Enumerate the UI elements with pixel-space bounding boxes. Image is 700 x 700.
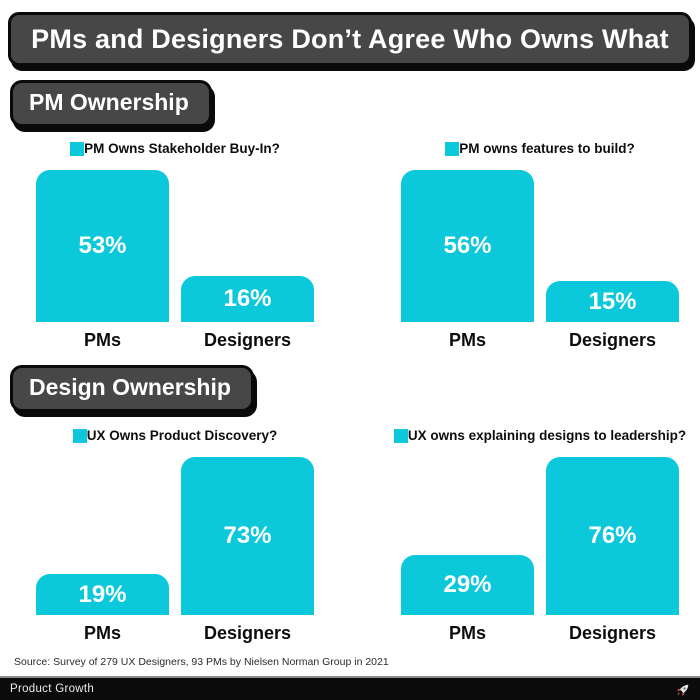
bar-value-label: 56% xyxy=(443,232,492,259)
chart-features-to-build: PM owns features to build? 56% 15% PMs D… xyxy=(401,141,679,351)
legend-swatch-icon xyxy=(445,141,460,156)
bar-value-label: 19% xyxy=(78,580,127,608)
bar-value-label: 76% xyxy=(588,522,637,549)
plot-area: 19% 73% xyxy=(36,457,314,615)
bar-pms: 56% xyxy=(401,170,534,322)
plot-area: 53% 16% xyxy=(36,170,314,322)
section-header-pm-ownership: PM Ownership xyxy=(10,80,212,127)
section-label-design-ownership: Design Ownership xyxy=(29,374,231,400)
chart-explaining-designs: UX owns explaining designs to leadership… xyxy=(393,428,687,644)
category-label-pms: PMs xyxy=(83,623,121,643)
bar-value-label: 29% xyxy=(443,571,492,598)
bar-value-label: 53% xyxy=(78,232,127,259)
chart-product-discovery: UX Owns Product Discovery? 19% 73% PMs D… xyxy=(36,428,314,644)
plot-area: 56% 15% xyxy=(401,170,679,322)
section-header-design-ownership: Design Ownership xyxy=(10,365,254,412)
page-title-banner: PMs and Designers Don’t Agree Who Owns W… xyxy=(8,12,692,66)
bar-value-label: 73% xyxy=(223,522,272,549)
category-label-designers: Designers xyxy=(568,330,657,350)
pm-ownership-charts-row: PM Owns Stakeholder Buy-In? 53% 16% PMs … xyxy=(0,141,700,351)
chart-stakeholder-buyin: PM Owns Stakeholder Buy-In? 53% 16% PMs … xyxy=(36,141,314,351)
category-label-pms: PMs xyxy=(83,330,121,350)
category-axis: PMs Designers xyxy=(36,623,314,644)
legend-swatch-icon xyxy=(70,141,85,156)
legend-label: UX owns explaining designs to leadership… xyxy=(407,428,687,443)
legend-swatch-icon xyxy=(72,428,87,443)
category-label-designers: Designers xyxy=(568,623,657,643)
bar-pms: 19% xyxy=(36,574,169,615)
category-axis: PMs Designers xyxy=(36,330,314,351)
brand-name: Product Growth xyxy=(10,683,95,695)
bar-pms: 53% xyxy=(36,170,169,322)
design-ownership-charts-row: UX Owns Product Discovery? 19% 73% PMs D… xyxy=(0,428,700,644)
rocket-icon xyxy=(677,684,689,696)
category-label-pms: PMs xyxy=(448,330,486,350)
bar-value-label: 15% xyxy=(588,287,637,315)
bar-designers: 15% xyxy=(546,281,679,322)
legend-swatch-icon xyxy=(393,428,408,443)
bar-pms: 29% xyxy=(401,555,534,615)
category-label-designers: Designers xyxy=(203,623,292,643)
category-axis: PMs Designers xyxy=(401,623,679,644)
bar-designers: 76% xyxy=(546,457,679,615)
page-title: PMs and Designers Don’t Agree Who Owns W… xyxy=(31,23,669,54)
source-note: Source: Survey of 279 UX Designers, 93 P… xyxy=(14,656,389,668)
bar-value-label: 16% xyxy=(223,285,272,312)
bar-designers: 16% xyxy=(181,276,314,322)
legend-label: UX Owns Product Discovery? xyxy=(86,428,278,443)
category-axis: PMs Designers xyxy=(401,330,679,351)
legend-label: PM owns features to build? xyxy=(459,141,635,156)
footer-bar: Product Growth xyxy=(0,676,700,700)
chart-legend: PM owns features to build? xyxy=(445,141,635,156)
bar-designers: 73% xyxy=(181,457,314,615)
chart-legend: PM Owns Stakeholder Buy-In? xyxy=(70,141,280,156)
plot-area: 29% 76% xyxy=(401,457,679,615)
legend-label: PM Owns Stakeholder Buy-In? xyxy=(84,141,280,156)
section-label-pm-ownership: PM Ownership xyxy=(29,89,189,115)
chart-legend: UX Owns Product Discovery? xyxy=(72,428,278,443)
chart-legend: UX owns explaining designs to leadership… xyxy=(393,428,687,443)
category-label-designers: Designers xyxy=(203,330,292,350)
category-label-pms: PMs xyxy=(448,623,486,643)
